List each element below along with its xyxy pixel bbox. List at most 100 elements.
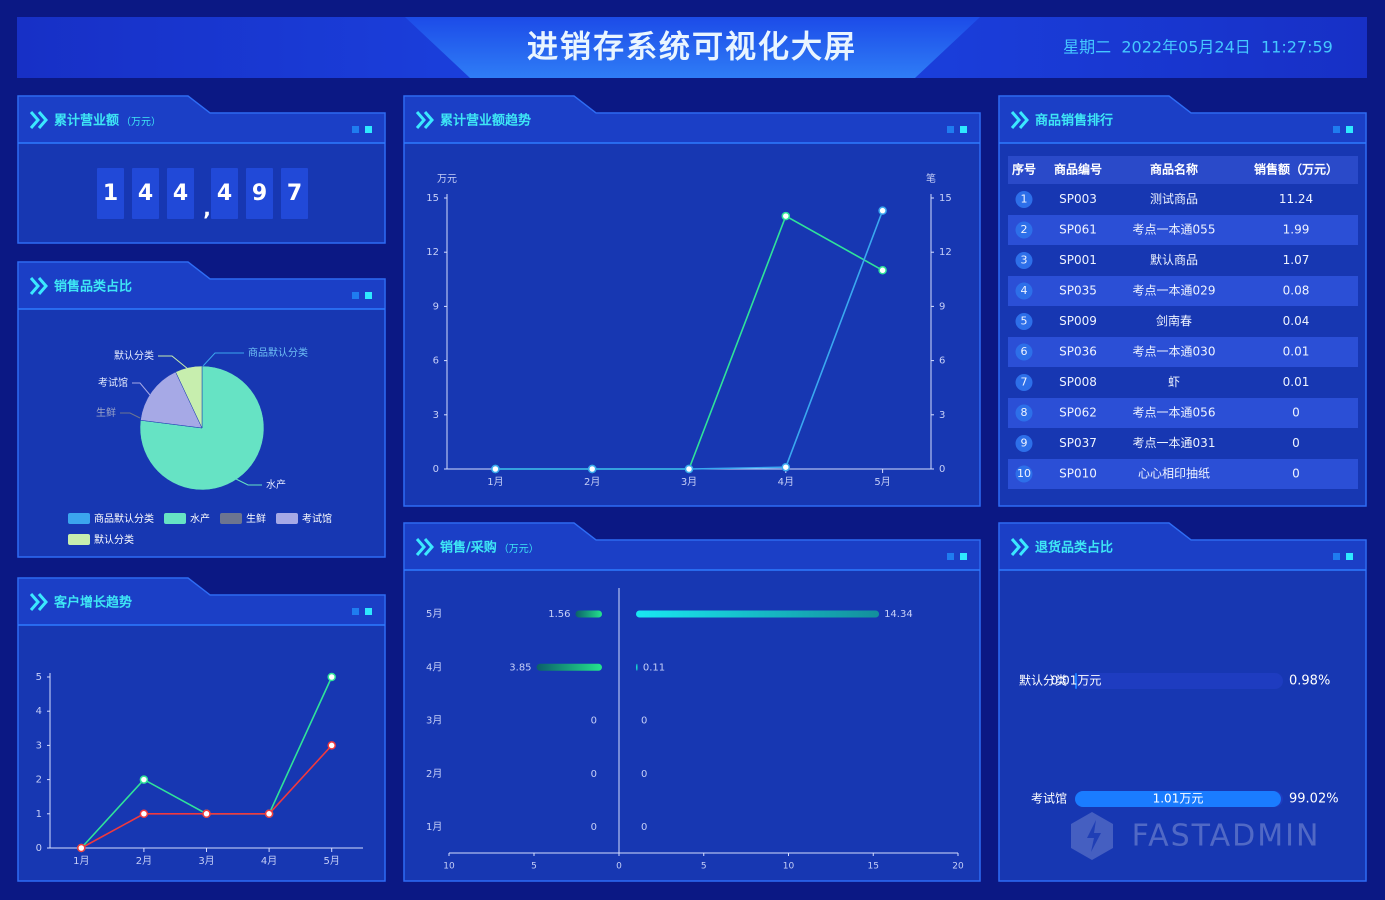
category-label: 默认分类	[1019, 673, 1067, 688]
panel-dot	[1333, 126, 1340, 133]
bar	[636, 610, 880, 618]
watermark-bolt	[1087, 820, 1101, 852]
panel-frame	[403, 522, 981, 882]
y2-tick-label: 12	[939, 247, 952, 258]
table-cell: 考点一本通030	[1133, 345, 1216, 359]
panel-icon	[1010, 538, 1029, 556]
digit: 4	[173, 181, 188, 206]
table-cell: SP010	[1059, 467, 1097, 481]
legend-label: 商品默认分类	[94, 512, 154, 525]
bar-value-label: 0	[641, 716, 647, 727]
page-title: 进销存系统可视化大屏	[527, 30, 857, 66]
series-point	[77, 843, 86, 853]
table-header: 序号	[1012, 162, 1036, 177]
pie-leader	[132, 382, 151, 396]
panel-title: 退货品类占比	[1035, 540, 1113, 556]
datetime: 星期二 2022年05月24日 11:27:59	[1063, 38, 1333, 57]
panel-frame	[17, 577, 386, 882]
y2-tick-label: 15	[939, 193, 952, 204]
panel-header	[1000, 524, 1365, 570]
panel-title: 销售/采购	[440, 540, 497, 556]
y-axis-label: 万元	[437, 174, 457, 185]
digit-box	[281, 168, 308, 219]
x-tick-label: 5	[531, 862, 537, 872]
panel-icon	[1010, 111, 1029, 129]
table-row-stripe	[1008, 337, 1358, 367]
table-header: 销售额（万元）	[1254, 162, 1338, 177]
table-cell: SP035	[1059, 284, 1097, 298]
panel-header	[1000, 97, 1365, 143]
panel-title: 累计营业额趋势	[440, 113, 531, 129]
table-cell: SP008	[1059, 375, 1097, 389]
bar-value-label: 1.56	[548, 609, 570, 620]
table-row-stripe	[1008, 276, 1358, 306]
amount-label: 1.01万元	[1153, 792, 1204, 806]
series-point	[327, 741, 336, 750]
y-tick-label: 2	[36, 775, 42, 786]
panel-dot	[960, 126, 967, 133]
pie-label: 生鲜	[96, 406, 116, 419]
bar	[1075, 673, 1078, 689]
panel-icon	[415, 538, 434, 556]
table-cell: 剑南春	[1156, 313, 1192, 328]
panel-frame	[403, 95, 981, 507]
table-cell: 默认商品	[1150, 252, 1198, 267]
panel-dot	[1346, 553, 1353, 560]
table-cell: SP062	[1059, 406, 1097, 420]
x-tick-label: 5	[701, 862, 707, 872]
bar-value-label: 0	[591, 822, 597, 833]
table-cell: 心心相印抽纸	[1138, 467, 1210, 481]
table-cell: 0	[1292, 406, 1300, 420]
table-cell: SP037	[1059, 436, 1097, 450]
rank-badge	[1015, 343, 1033, 361]
series-point	[264, 809, 274, 819]
category-label: 4月	[426, 661, 442, 673]
x-tick-label: 4月	[261, 855, 277, 867]
panel-dot	[947, 126, 954, 133]
series-point	[781, 211, 791, 221]
table-cell: 11.24	[1279, 192, 1313, 206]
legend-label: 水产	[190, 512, 210, 525]
panel-title: 商品销售排行	[1035, 113, 1113, 129]
panel-dot	[1346, 126, 1353, 133]
table-cell: 7	[1021, 376, 1028, 389]
y-tick-label: 3	[36, 740, 42, 751]
x-tick-label: 3月	[681, 476, 697, 488]
digit: 1	[103, 181, 118, 206]
series-point	[781, 462, 791, 472]
x-tick-label: 1月	[73, 855, 89, 867]
x-tick-label: 10	[443, 862, 455, 872]
table-cell: 0.08	[1283, 284, 1310, 298]
y2-axis-label: 笔	[926, 172, 936, 185]
y-tick-label: 3	[433, 410, 439, 421]
panel-icon	[29, 277, 48, 295]
y-tick-label: 0	[36, 843, 42, 854]
legend-swatch	[220, 513, 242, 524]
panel-title: 累计营业额	[54, 113, 119, 129]
table-cell: 1.07	[1283, 253, 1310, 267]
pie-leader	[235, 478, 262, 486]
series-point	[684, 464, 694, 474]
rank-badge	[1015, 465, 1033, 483]
table-cell: 考点一本通029	[1133, 284, 1216, 298]
table-cell: 1	[1021, 193, 1028, 206]
pie-leader	[158, 355, 189, 370]
table-cell: 9	[1021, 437, 1028, 450]
series-point	[491, 464, 500, 474]
amount-label: 0.01万元	[1051, 674, 1102, 688]
x-tick-label: 3月	[198, 855, 214, 867]
digit: 9	[252, 181, 267, 206]
x-tick-label: 5月	[324, 855, 340, 867]
table-cell: 8	[1021, 406, 1028, 419]
rank-badge	[1015, 313, 1033, 330]
digit-box	[246, 168, 273, 219]
y2-tick-label: 9	[939, 301, 945, 312]
panel-dot	[352, 292, 359, 299]
table-cell: 虾	[1168, 375, 1180, 389]
bar-value-label: 14.34	[884, 609, 913, 620]
panel-title: 销售品类占比	[54, 279, 132, 295]
pie-label: 商品默认分类	[248, 346, 308, 359]
table-cell: 3	[1021, 254, 1028, 267]
table-cell: 5	[1021, 315, 1028, 328]
table-cell: 0.01	[1283, 345, 1310, 359]
